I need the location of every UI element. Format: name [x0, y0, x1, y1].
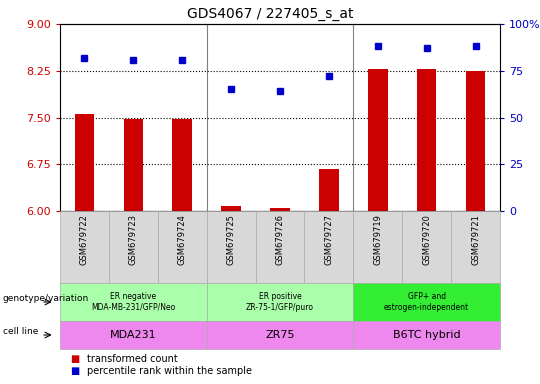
Bar: [368, 69, 388, 211]
Text: GFP+ and
estrogen-independent: GFP+ and estrogen-independent: [384, 292, 469, 312]
Text: GDS4067 / 227405_s_at: GDS4067 / 227405_s_at: [187, 7, 353, 21]
Bar: [221, 206, 241, 211]
Text: GSM679722: GSM679722: [80, 214, 89, 265]
Text: transformed count: transformed count: [87, 354, 178, 364]
Text: ER positive
ZR-75-1/GFP/puro: ER positive ZR-75-1/GFP/puro: [246, 292, 314, 312]
Text: ■: ■: [71, 354, 83, 364]
Text: ■: ■: [71, 366, 83, 376]
Bar: [270, 208, 290, 211]
Text: ZR75: ZR75: [265, 330, 295, 340]
Text: GSM679723: GSM679723: [129, 214, 138, 265]
Bar: [417, 69, 436, 211]
Bar: [319, 169, 339, 211]
Text: GSM679719: GSM679719: [373, 214, 382, 265]
Text: ER negative
MDA-MB-231/GFP/Neo: ER negative MDA-MB-231/GFP/Neo: [91, 292, 176, 312]
Text: GSM679724: GSM679724: [178, 214, 187, 265]
Text: GSM679726: GSM679726: [275, 214, 285, 265]
Text: GSM679720: GSM679720: [422, 214, 431, 265]
Text: GSM679725: GSM679725: [227, 214, 235, 265]
Text: percentile rank within the sample: percentile rank within the sample: [87, 366, 252, 376]
Bar: [466, 71, 485, 211]
Bar: [75, 114, 94, 211]
Bar: [172, 119, 192, 211]
Text: GSM679727: GSM679727: [325, 214, 333, 265]
Text: cell line: cell line: [3, 327, 38, 336]
Text: B6TC hybrid: B6TC hybrid: [393, 330, 461, 340]
Text: genotype/variation: genotype/variation: [3, 294, 89, 303]
Text: GSM679721: GSM679721: [471, 214, 480, 265]
Bar: [124, 119, 143, 211]
Text: MDA231: MDA231: [110, 330, 157, 340]
